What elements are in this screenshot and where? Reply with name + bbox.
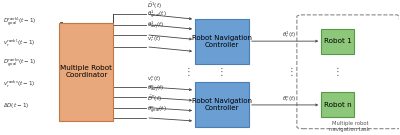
Text: $\theta_{goal}^n(t)$: $\theta_{goal}^n(t)$ <box>147 104 167 115</box>
FancyBboxPatch shape <box>321 92 354 117</box>
Text: Robot n: Robot n <box>324 102 351 108</box>
FancyBboxPatch shape <box>60 23 113 121</box>
Text: Multiple Robot
Coordinator: Multiple Robot Coordinator <box>60 65 112 78</box>
Text: Multiple robot
navigation task: Multiple robot navigation task <box>330 121 370 132</box>
Text: $v_r^n(t)$: $v_r^n(t)$ <box>147 74 162 84</box>
Text: ⋮: ⋮ <box>183 67 193 77</box>
FancyBboxPatch shape <box>195 82 249 127</box>
FancyBboxPatch shape <box>321 29 354 54</box>
Text: Robot Navigation
Controller: Robot Navigation Controller <box>192 98 252 111</box>
Text: ⋮: ⋮ <box>333 67 342 77</box>
Text: ⋮: ⋮ <box>287 67 296 77</box>
Text: $v_r^{rank_1}(t-1)$: $v_r^{rank_1}(t-1)$ <box>3 37 35 49</box>
Text: $\theta_{goal}^1(t)$: $\theta_{goal}^1(t)$ <box>147 9 167 21</box>
FancyBboxPatch shape <box>195 19 249 64</box>
Text: $v_r^{rank_n}(t-1)$: $v_r^{rank_n}(t-1)$ <box>3 79 35 90</box>
Text: $\theta_r^1(t)$: $\theta_r^1(t)$ <box>282 29 296 40</box>
Text: $\theta_{adj}^n(t)$: $\theta_{adj}^n(t)$ <box>147 83 165 94</box>
Text: $\Delta D(t-1)$: $\Delta D(t-1)$ <box>3 101 29 110</box>
Text: Robot 1: Robot 1 <box>324 38 351 44</box>
Text: $\theta_{adj}^1(t)$: $\theta_{adj}^1(t)$ <box>147 20 165 32</box>
Text: $\theta_r^n(t)$: $\theta_r^n(t)$ <box>282 94 296 104</box>
Text: Robot Navigation
Controller: Robot Navigation Controller <box>192 35 252 48</box>
Text: $v_r^1(t)$: $v_r^1(t)$ <box>147 33 162 44</box>
Text: ⋮: ⋮ <box>217 67 227 77</box>
Text: $D_{goal}^{rank_n}(t-1)$: $D_{goal}^{rank_n}(t-1)$ <box>3 57 36 69</box>
Text: $\bar{D}^1(t)$: $\bar{D}^1(t)$ <box>147 1 162 11</box>
Text: $\bar{D}^n(t)$: $\bar{D}^n(t)$ <box>147 94 162 104</box>
Text: $D_{goal}^{rank_1}(t-1)$: $D_{goal}^{rank_1}(t-1)$ <box>3 15 36 28</box>
